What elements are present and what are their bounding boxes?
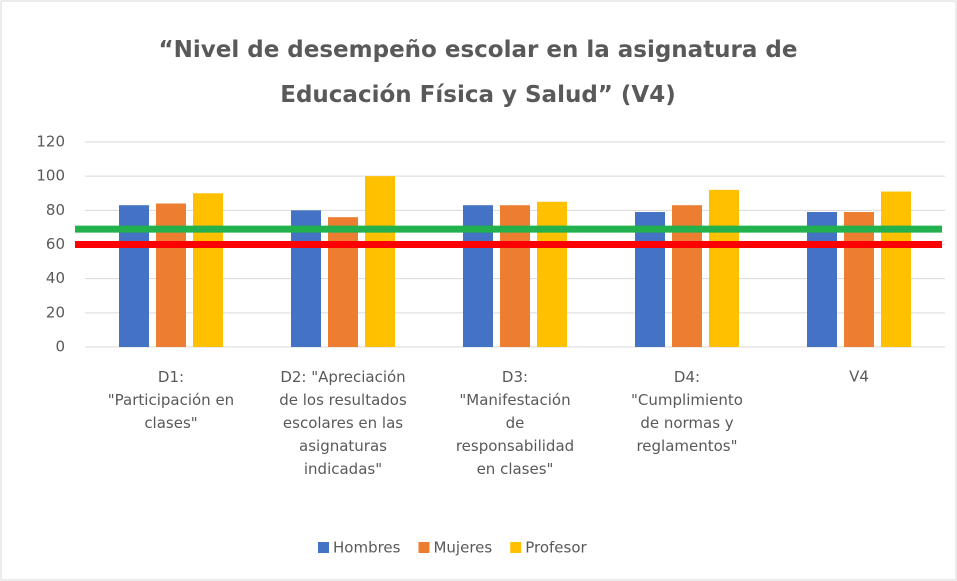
- bar: [193, 193, 223, 347]
- bar: [807, 212, 837, 347]
- bar: [537, 201, 567, 347]
- bar: [328, 217, 358, 347]
- legend-label: Mujeres: [433, 539, 492, 557]
- y-tick-label: 60: [46, 235, 65, 253]
- x-tick-label: D2: "Apreciación de los resultados escolar…: [279, 368, 407, 478]
- y-tick-label: 120: [36, 133, 65, 151]
- legend-swatch: [318, 542, 329, 553]
- y-tick-label: 80: [46, 201, 65, 219]
- bar: [365, 176, 395, 347]
- y-tick-label: 100: [36, 167, 65, 185]
- x-tick-label: D3: "Manifestación de responsabilidad en cla…: [456, 368, 574, 478]
- bar: [291, 210, 321, 347]
- bar: [156, 203, 186, 347]
- bar: [635, 212, 665, 347]
- y-tick-label: 20: [46, 303, 65, 321]
- x-tick-label: D1: "Participación en clases": [108, 368, 234, 432]
- bar: [881, 191, 911, 347]
- legend-swatch: [418, 542, 430, 553]
- legend-label: Profesor: [525, 539, 587, 557]
- legend-label: Hombres: [333, 539, 401, 557]
- y-tick-label: 40: [46, 269, 65, 287]
- bar: [709, 189, 739, 347]
- bar: [844, 212, 874, 347]
- x-tick-label: V4: [849, 368, 869, 386]
- y-tick-label: 0: [55, 338, 65, 356]
- legend-swatch: [510, 542, 522, 553]
- x-tick-label: D4: "Cumplimiento de normas y reglamentos": [631, 368, 743, 455]
- chart-title: “Nivel de desempeño escolar en la asigna…: [159, 37, 798, 108]
